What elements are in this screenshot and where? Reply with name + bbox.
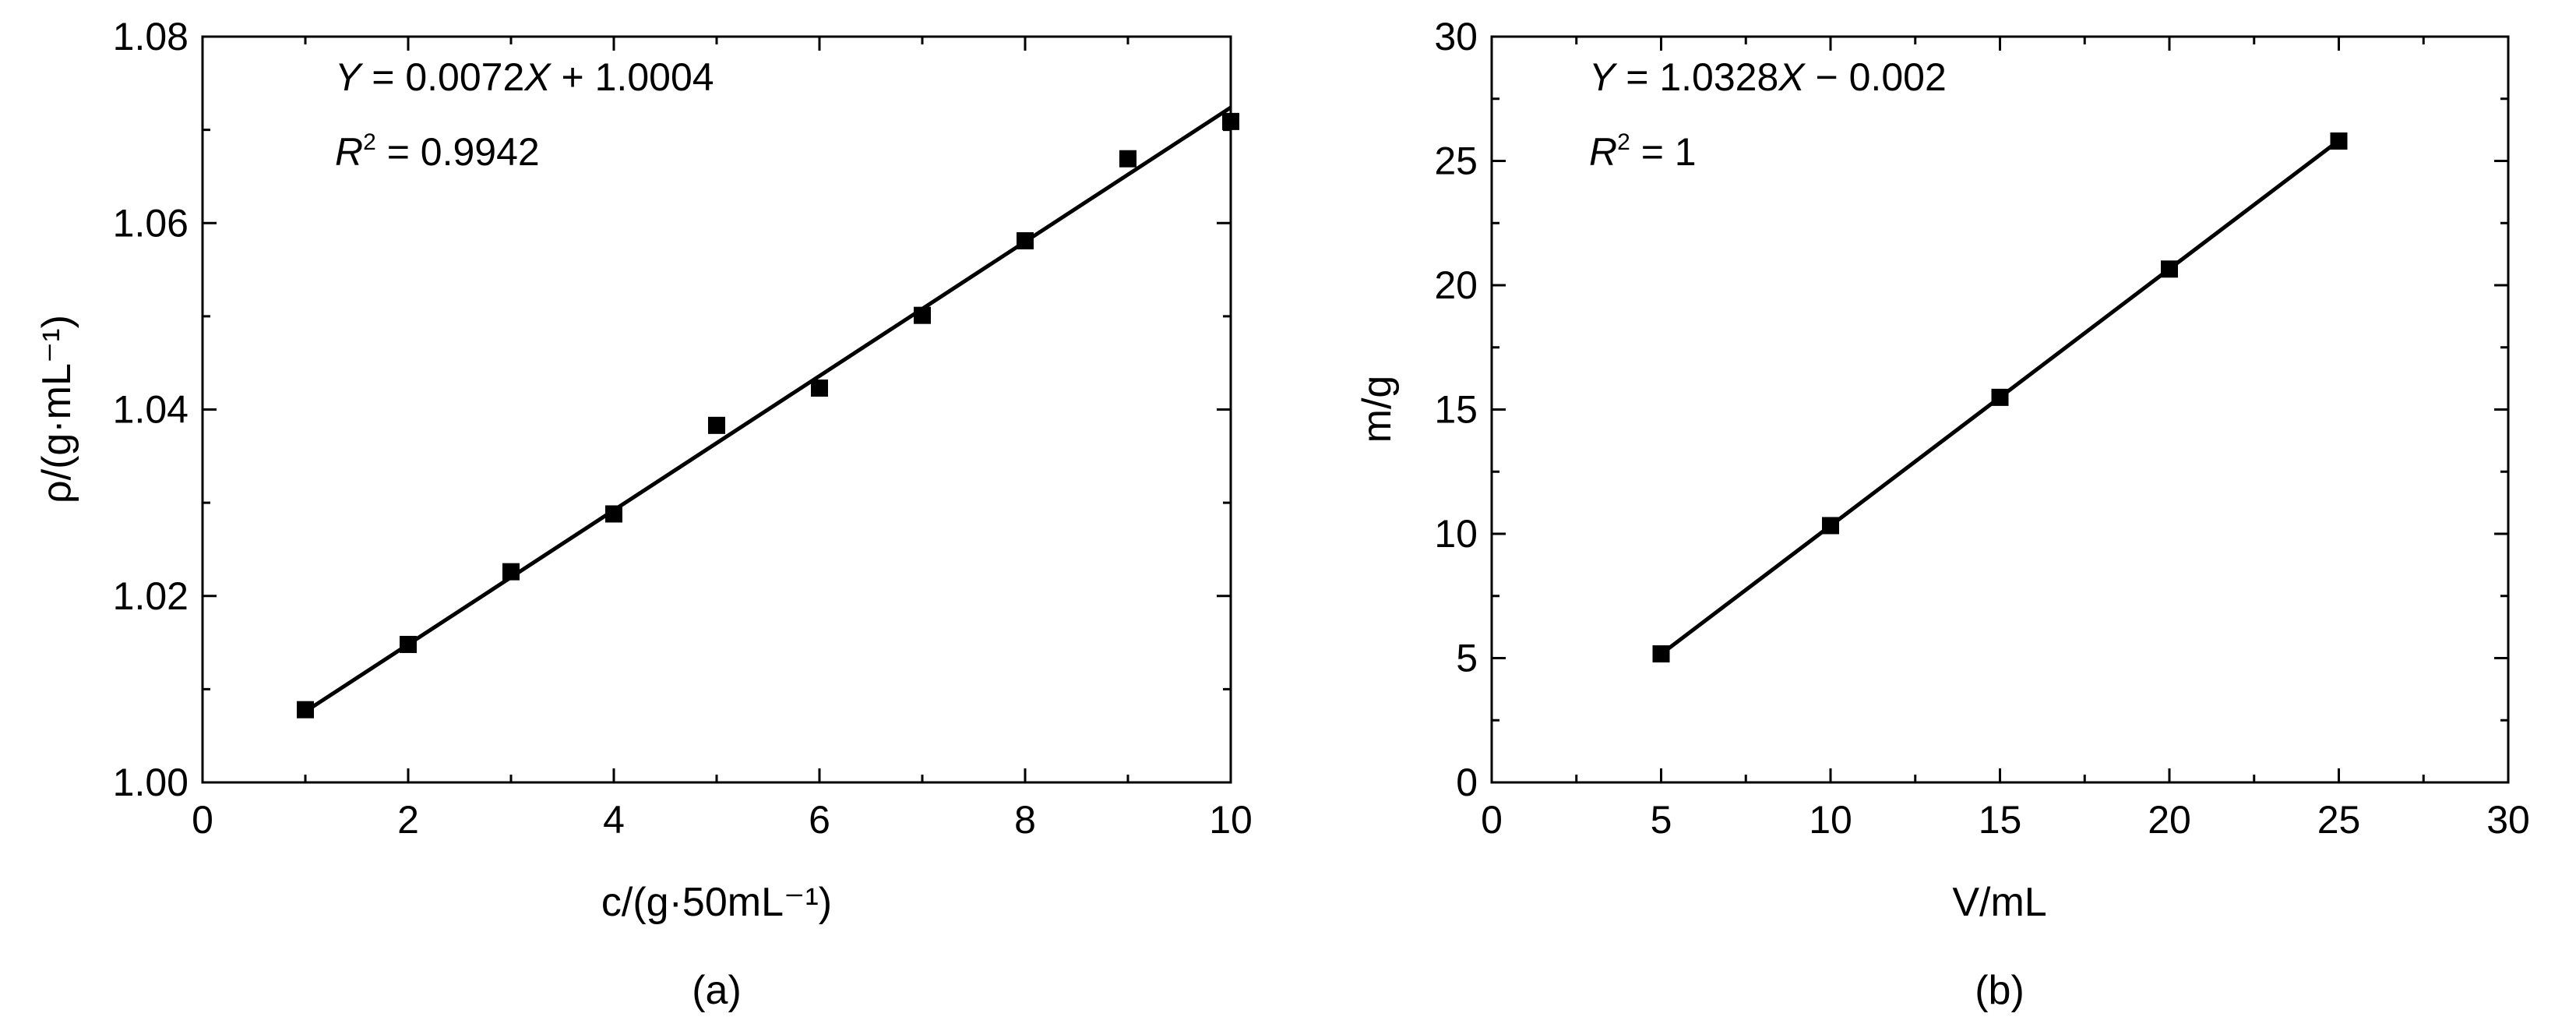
x-tick-label-a: 10 [1209,798,1253,842]
r-squared-value: = 1 [1630,130,1697,174]
data-point-a [297,701,314,719]
equation-x-var: X [523,55,551,99]
x-tick-label-a: 6 [809,798,830,842]
x-tick-label-a: 0 [192,798,213,842]
data-point-a [605,505,622,523]
equation-x-var: X [1778,55,1806,99]
y-tick-label-b: 25 [1434,139,1478,183]
y-tick-label-a: 1.06 [113,201,189,245]
data-point-b [1991,388,2009,406]
r-squared-symbol: R [335,130,363,174]
r-squared-b: R2 = 1 [1589,129,1697,174]
equation-intercept-text: − 0.002 [1805,55,1947,99]
chart-panel-b: 0 5 10 15 20 25 30 0 5 10 15 20 25 30 Y = 1.0328X − 0… [1355,15,2530,1013]
y-tick-label-b: 0 [1456,761,1478,804]
data-point-a [1119,150,1136,168]
data-point-a [708,416,725,434]
data-point-b [2330,132,2348,150]
data-point-b [1652,645,1670,663]
y-tick-label-a: 1.00 [113,761,189,804]
fit-line-a [304,105,1232,714]
y-tick-label-a: 1.08 [113,15,189,58]
x-tick-label-b: 15 [1979,798,2022,842]
x-tick-label-b: 10 [1809,798,1852,842]
panel-label-a: (a) [692,968,742,1013]
y-axis-label-a: ρ/(g·mL⁻¹) [34,315,79,503]
chart-marks-b: 0 5 10 15 20 25 30 0 5 10 15 20 25 30 [1434,15,2529,842]
data-point-a [914,306,931,324]
y-tick-label-b: 15 [1434,388,1478,432]
y-tick-label-b: 10 [1434,512,1478,556]
x-tick-label-a: 4 [603,798,625,842]
x-tick-label-b: 20 [2148,798,2191,842]
x-tick-label-b: 0 [1481,798,1503,842]
data-point-a [1222,112,1239,130]
y-tick-label-a: 1.02 [113,574,189,618]
equation-slope-text: = 1.0328 [1615,55,1778,99]
r-squared-a: R2 = 0.9942 [335,129,540,174]
y-tick-label-b: 30 [1434,15,1478,58]
data-point-a [1017,231,1034,249]
r-squared-symbol: R [1589,130,1617,174]
equation-b: Y = 1.0328X − 0.002 [1589,55,1947,99]
equation-slope-text: = 0.0072 [361,55,524,99]
y-axis-label-b: m/g [1355,376,1400,443]
y-tick-label-a: 1.04 [113,388,189,432]
x-tick-label-b: 25 [2317,798,2361,842]
y-tick-label-b: 20 [1434,263,1478,307]
x-axis-label-b: V/mL [1952,880,2046,925]
x-tick-label-a: 8 [1014,798,1036,842]
x-tick-label-b: 5 [1651,798,1672,842]
equation-y-var: Y [1589,55,1618,99]
chart-marks-a: 0 2 4 6 8 10 1.00 1.02 1.04 1.06 1.08 [113,15,1253,842]
data-point-a [811,379,828,397]
r-squared-value: = 0.9942 [376,130,540,174]
chart-panel-a: 0 2 4 6 8 10 1.00 1.02 1.04 1.06 1.08 Y = 0.0072X … [34,15,1253,1013]
data-point-b [2161,260,2178,278]
r-squared-superscript: 2 [1617,129,1630,155]
y-tick-label-b: 5 [1456,637,1478,680]
x-axis-label-a: c/(g·50mL⁻¹) [601,880,832,925]
x-tick-label-b: 30 [2486,798,2530,842]
data-point-b [1822,517,1839,535]
data-point-a [502,563,520,581]
x-tick-label-a: 2 [397,798,419,842]
equation-intercept-text: + 1.0004 [551,55,714,99]
r-squared-superscript: 2 [363,129,376,155]
panel-label-b: (b) [1975,968,2025,1013]
data-point-a [400,635,417,653]
equation-y-var: Y [335,55,364,99]
equation-a: Y = 0.0072X + 1.0004 [335,55,714,99]
